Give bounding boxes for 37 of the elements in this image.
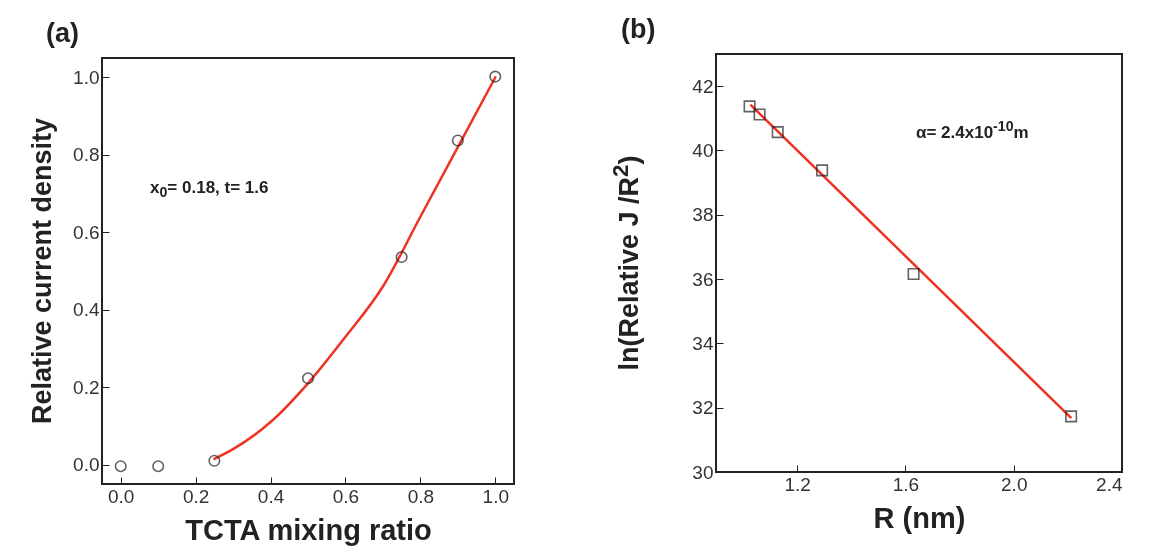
y-tick-label: 0.4 (73, 299, 100, 321)
x-axis-title: TCTA mixing ratio (185, 513, 432, 546)
x-tick-label: 2.4 (1096, 473, 1123, 495)
point (395, 251, 408, 264)
x-axis-title: R (nm) (873, 501, 966, 534)
y-tick-label: 38 (692, 204, 714, 226)
y-tick-label: 40 (692, 139, 714, 161)
x-tick-label: 1.0 (482, 485, 509, 507)
annotation: α= 2.4x10$^{-10}$m (916, 118, 1029, 143)
y-tick-label: 34 (692, 332, 714, 354)
point (301, 372, 315, 385)
y-tick-label: 0.0 (73, 454, 100, 476)
point (152, 460, 165, 473)
y-tick-label: 30 (692, 461, 714, 483)
y-axis-title: Relative current density (26, 117, 58, 425)
y-tick-label: 1.0 (73, 66, 100, 88)
y-tick-label: 0.6 (73, 221, 100, 243)
annotation: x$_{0}$= 0.18, t= 1.6 (150, 178, 269, 201)
y-tick-label: 36 (692, 268, 714, 290)
point (114, 460, 127, 473)
x-tick-label: 0.8 (407, 485, 435, 507)
x-tick-label: 0.6 (332, 485, 360, 507)
x-tick-label: 1.6 (892, 473, 920, 495)
chart-title: (a) (46, 18, 79, 48)
x-tick-label: 0.0 (108, 485, 135, 507)
y-tick-label: 0.2 (73, 376, 100, 398)
y-tick-label: 0.8 (73, 144, 100, 166)
point (208, 454, 221, 467)
y-tick-label: 42 (692, 75, 714, 97)
point (489, 70, 502, 83)
x-tick-label: 2.0 (1001, 473, 1028, 495)
x-tick-label: 0.2 (182, 485, 210, 507)
x-tick-label: 0.4 (257, 485, 285, 507)
chart-title: (b) (621, 14, 656, 44)
point (451, 134, 464, 147)
y-tick-label: 32 (692, 397, 714, 419)
x-tick-label: 1.2 (784, 473, 811, 495)
